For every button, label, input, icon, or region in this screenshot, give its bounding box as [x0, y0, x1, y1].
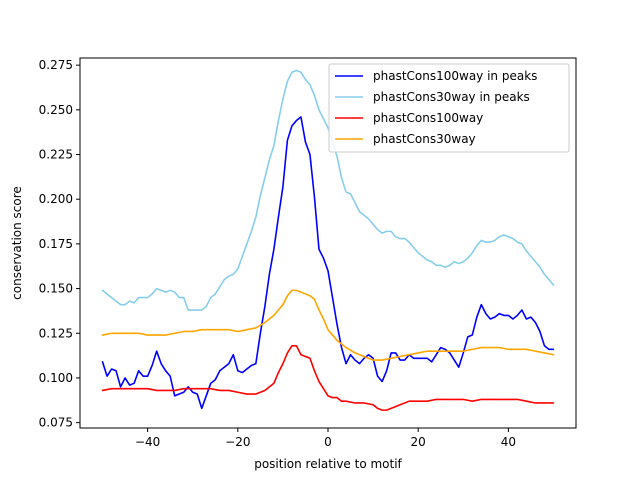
legend-entries: phastCons100way in peaks phastCons30way i… — [335, 69, 537, 146]
x-tick-label: −20 — [225, 435, 250, 449]
plot-lines — [101, 69, 555, 411]
series-line-1 — [101, 69, 555, 311]
legend-label-2: phastCons100way — [373, 111, 483, 125]
series-line-3 — [101, 289, 555, 361]
y-tick-label: 0.175 — [39, 237, 73, 251]
legend-label-3: phastCons30way — [373, 132, 476, 146]
x-tick-label: 20 — [411, 435, 426, 449]
legend-box — [328, 63, 570, 153]
x-axis-ticks: −40 −20 0 20 40 — [135, 428, 516, 449]
series-line-0 — [101, 116, 555, 410]
x-tick-label: −40 — [135, 435, 160, 449]
legend: phastCons100way in peaks phastCons30way i… — [328, 63, 570, 153]
x-tick-label: 0 — [324, 435, 332, 449]
y-tick-label: 0.250 — [39, 103, 73, 117]
series-line-2 — [101, 344, 555, 411]
y-tick-label: 0.225 — [39, 148, 73, 162]
x-axis-label: position relative to motif — [254, 457, 402, 471]
y-tick-label: 0.150 — [39, 282, 73, 296]
y-tick-label: 0.275 — [39, 58, 73, 72]
y-axis-label: conservation score — [10, 186, 24, 300]
y-tick-label: 0.075 — [39, 416, 73, 430]
x-tick-label: 40 — [501, 435, 516, 449]
y-tick-label: 0.100 — [39, 371, 73, 385]
legend-label-0: phastCons100way in peaks — [373, 69, 537, 83]
legend-label-1: phastCons30way in peaks — [373, 90, 530, 104]
y-tick-label: 0.200 — [39, 192, 73, 206]
y-tick-label: 0.125 — [39, 326, 73, 340]
y-axis-ticks: 0.075 0.100 0.125 0.150 0.175 0.200 0.225 0.250… — [39, 58, 80, 430]
